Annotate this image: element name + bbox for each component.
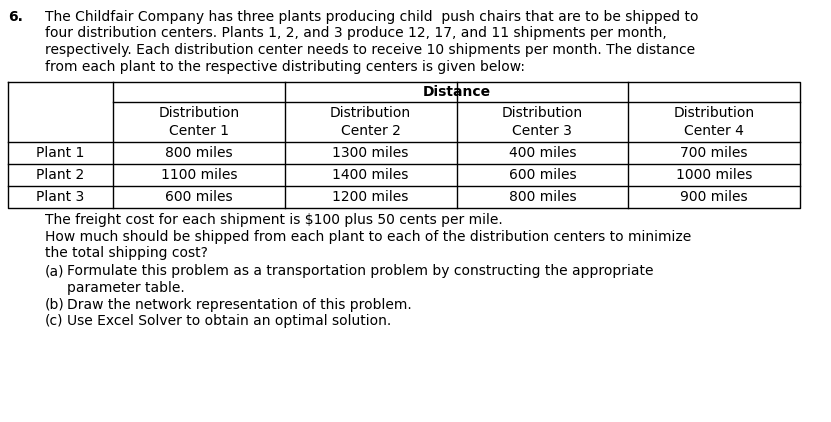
Text: Center 3: Center 3 xyxy=(513,124,573,138)
Text: Distribution: Distribution xyxy=(159,106,239,120)
Text: Formulate this problem as a transportation problem by constructing the appropria: Formulate this problem as a transportati… xyxy=(67,265,653,279)
Text: 600 miles: 600 miles xyxy=(165,190,233,204)
Text: 1200 miles: 1200 miles xyxy=(332,190,409,204)
Text: 1100 miles: 1100 miles xyxy=(160,168,237,182)
Text: four distribution centers. Plants 1, 2, and 3 produce 12, 17, and 11 shipments p: four distribution centers. Plants 1, 2, … xyxy=(45,27,666,41)
Text: Center 1: Center 1 xyxy=(169,124,229,138)
Text: 900 miles: 900 miles xyxy=(681,190,748,204)
Text: The Childfair Company has three plants producing child  push chairs that are to : The Childfair Company has three plants p… xyxy=(45,10,699,24)
Text: Plant 2: Plant 2 xyxy=(37,168,85,182)
Text: How much should be shipped from each plant to each of the distribution centers t: How much should be shipped from each pla… xyxy=(45,230,691,243)
Text: Draw the network representation of this problem.: Draw the network representation of this … xyxy=(67,298,411,311)
Text: Distance: Distance xyxy=(422,85,490,99)
Text: Distribution: Distribution xyxy=(674,106,755,120)
Text: 1400 miles: 1400 miles xyxy=(332,168,409,182)
Text: 1300 miles: 1300 miles xyxy=(332,146,409,160)
Text: (a): (a) xyxy=(45,265,65,279)
Text: Use Excel Solver to obtain an optimal solution.: Use Excel Solver to obtain an optimal so… xyxy=(67,314,391,328)
Text: (c): (c) xyxy=(45,314,63,328)
Text: Center 2: Center 2 xyxy=(341,124,401,138)
Text: the total shipping cost?: the total shipping cost? xyxy=(45,246,208,260)
Text: Distribution: Distribution xyxy=(330,106,411,120)
Text: 400 miles: 400 miles xyxy=(509,146,576,160)
Text: (b): (b) xyxy=(45,298,65,311)
Text: The freight cost for each shipment is $100 plus 50 cents per mile.: The freight cost for each shipment is $1… xyxy=(45,213,503,227)
Text: Plant 3: Plant 3 xyxy=(37,190,85,204)
Text: Plant 1: Plant 1 xyxy=(37,146,85,160)
Text: Center 4: Center 4 xyxy=(684,124,744,138)
Text: from each plant to the respective distributing centers is given below:: from each plant to the respective distri… xyxy=(45,60,525,73)
Text: parameter table.: parameter table. xyxy=(67,281,184,295)
Text: respectively. Each distribution center needs to receive 10 shipments per month. : respectively. Each distribution center n… xyxy=(45,43,695,57)
Text: 800 miles: 800 miles xyxy=(165,146,233,160)
Text: 1000 miles: 1000 miles xyxy=(676,168,752,182)
Text: Distribution: Distribution xyxy=(502,106,583,120)
Text: 6.: 6. xyxy=(8,10,23,24)
Text: 700 miles: 700 miles xyxy=(681,146,748,160)
Text: 800 miles: 800 miles xyxy=(509,190,576,204)
Text: 600 miles: 600 miles xyxy=(509,168,576,182)
